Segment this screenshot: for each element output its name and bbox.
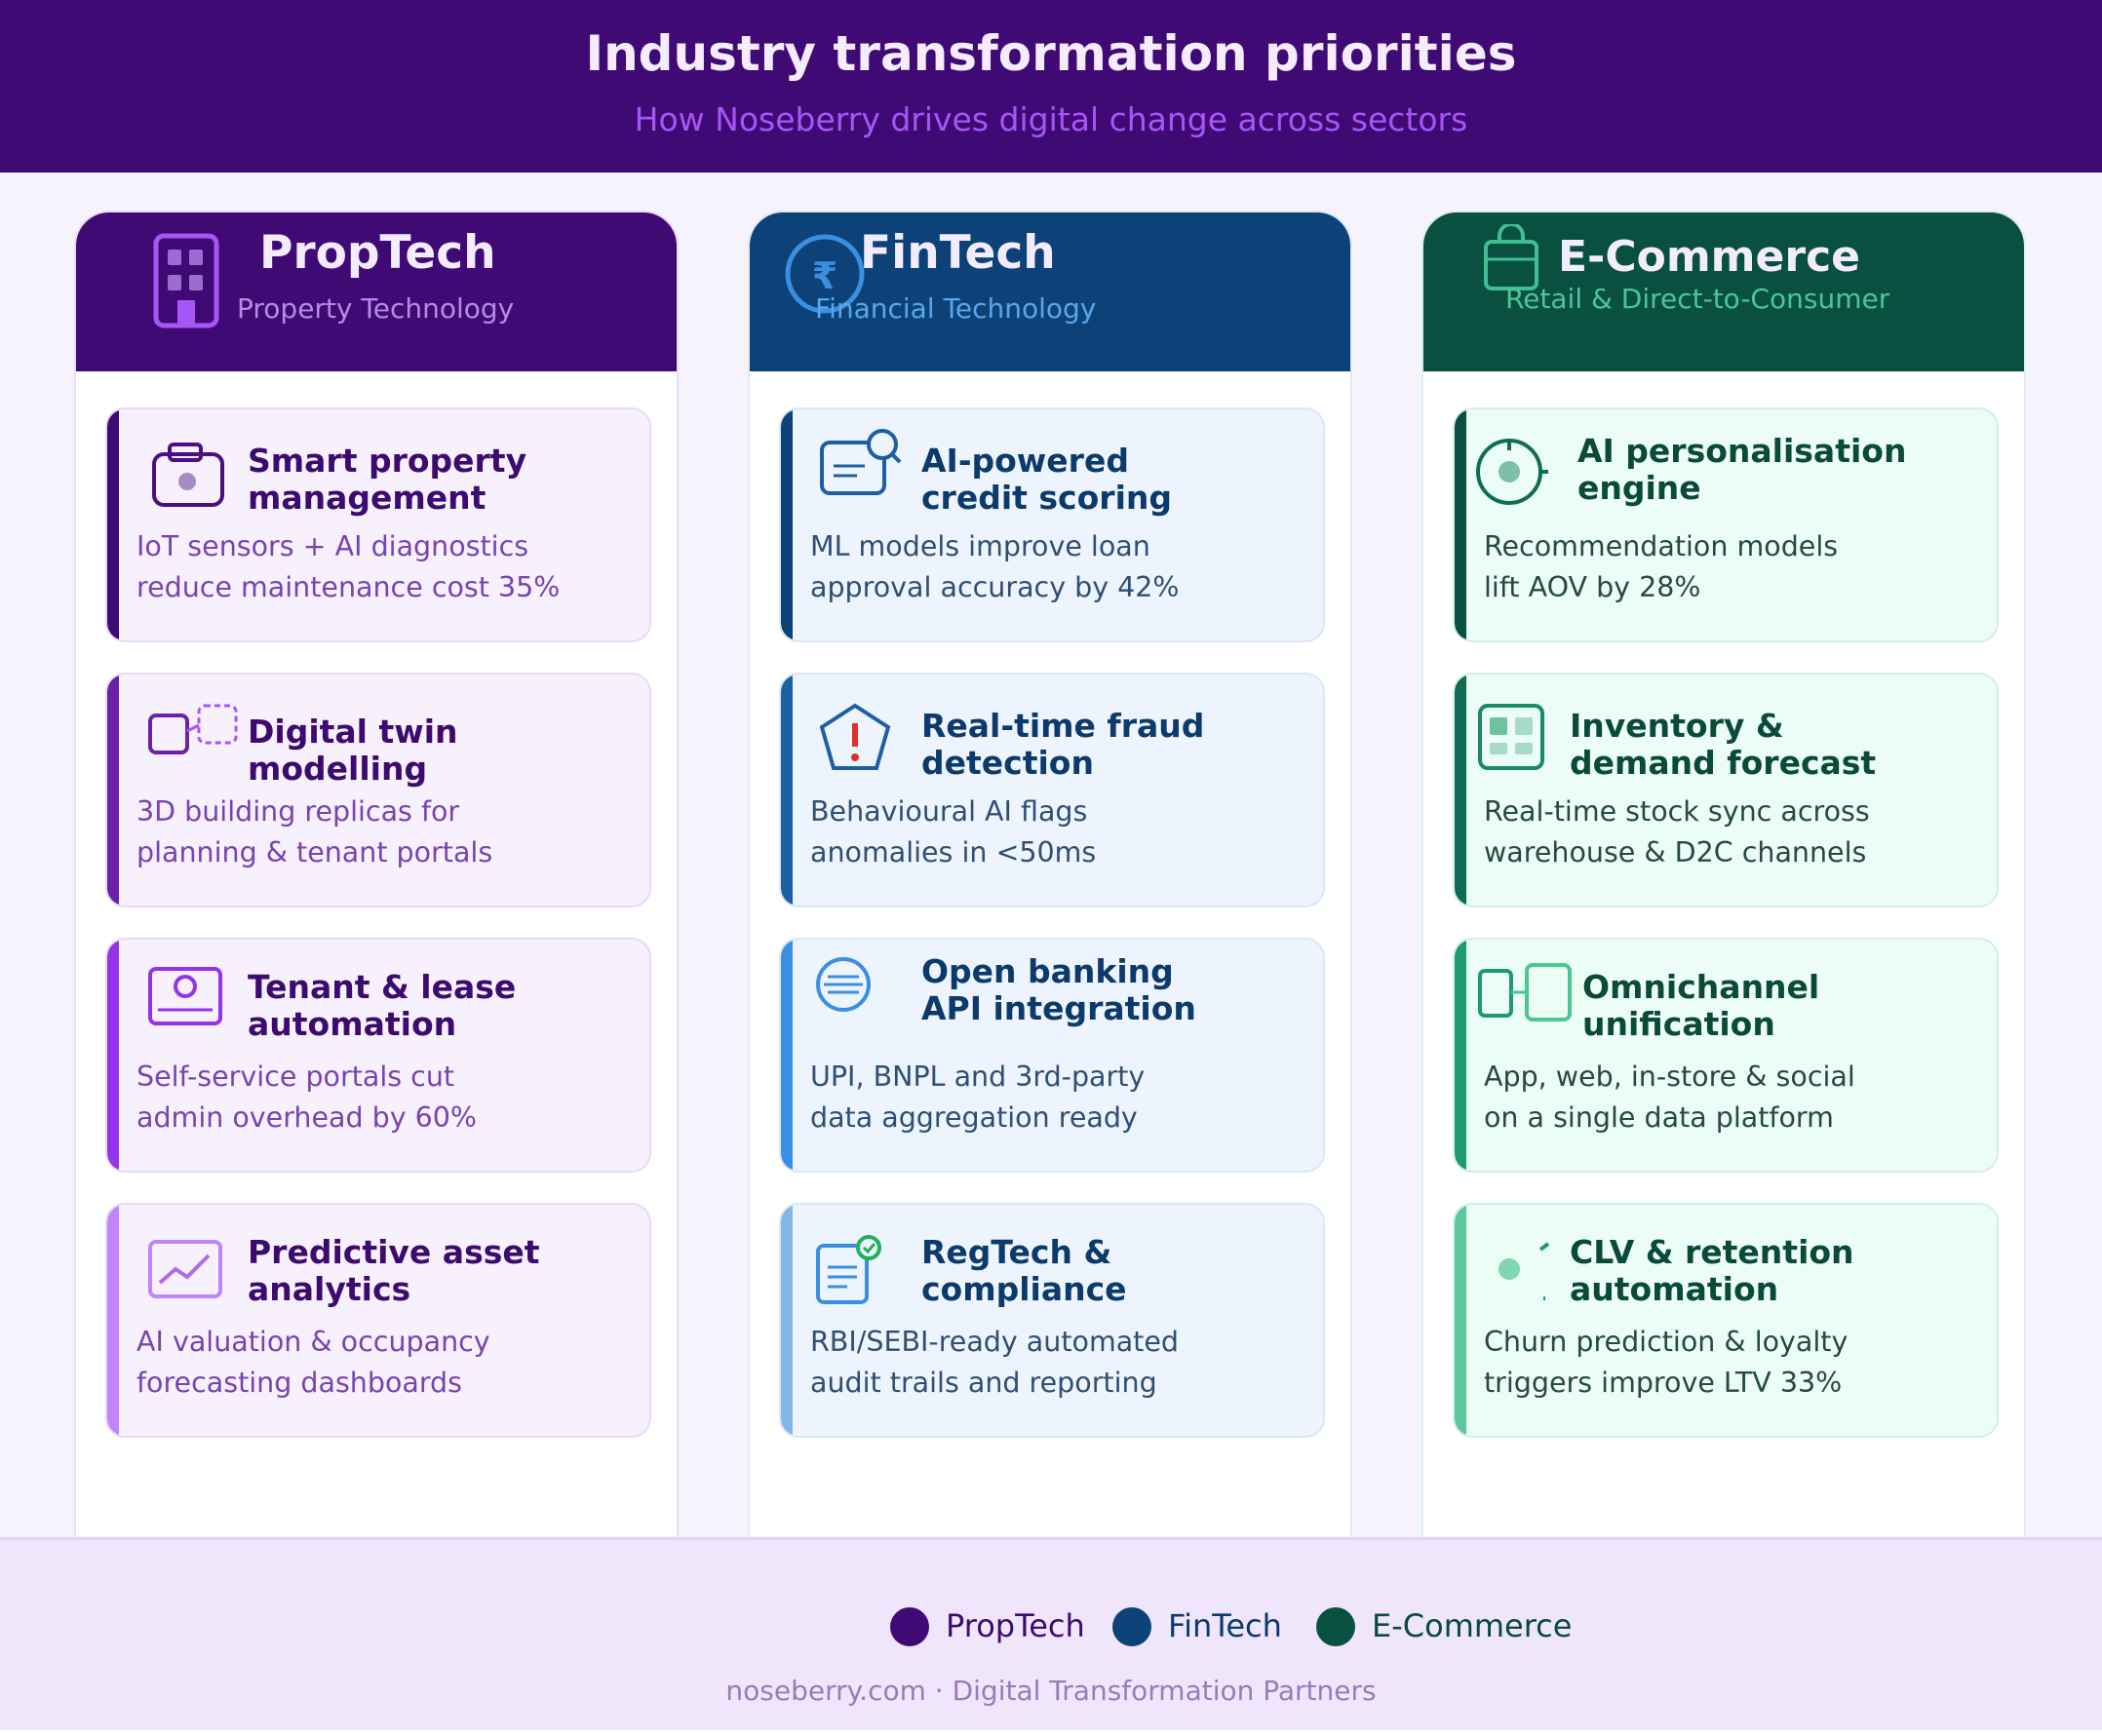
card-title: AI-powered credit scoring	[921, 442, 1172, 517]
ecommerce-column-header: E-Commerce Retail & Direct-to-Consumer	[1423, 212, 2024, 371]
ecommerce-subtitle: Retail & Direct-to-Consumer	[1505, 283, 1890, 315]
card-title: Open banking API integration	[921, 952, 1196, 1027]
trend-chart-icon	[148, 1240, 222, 1298]
compliance-doc-icon	[816, 1235, 881, 1304]
toolbox-icon	[152, 443, 224, 507]
inventory-grid-icon	[1478, 704, 1544, 770]
legend: PropTech FinTech E-Commerce	[0, 1605, 2102, 1648]
card-title: Omnichannel unification	[1582, 968, 1820, 1043]
header-banner: Industry transformation priorities How N…	[0, 0, 2102, 173]
footer-note: noseberry.com · Digital Transformation P…	[725, 1675, 1377, 1707]
card-ai-personalisation: AI personalisation engine Recommendation …	[1453, 407, 1999, 642]
card-title: Smart property management	[248, 442, 527, 517]
legend-label: E-Commerce	[1372, 1607, 1573, 1644]
digital-twin-icon	[148, 704, 238, 754]
building-icon	[153, 233, 219, 328]
alert-shield-icon	[819, 703, 891, 770]
card-title: RegTech & compliance	[921, 1233, 1127, 1308]
page-subtitle: How Noseberry drives digital change acro…	[634, 100, 1468, 138]
card-description: Recommendation models lift AOV by 28%	[1484, 530, 1839, 603]
card-predictive-asset-analytics: Predictive asset analytics AI valuation &…	[105, 1203, 651, 1438]
fintech-column-header: ₹ FinTech Financial Technology	[750, 212, 1350, 371]
card-title: Real-time fraud detection	[921, 707, 1205, 782]
card-description: ML models improve loan approval accuracy …	[810, 530, 1180, 603]
card-title: Predictive asset analytics	[248, 1233, 540, 1308]
legend-label: FinTech	[1168, 1607, 1282, 1644]
footer: PropTech FinTech E-Commerce noseberry.co…	[0, 1537, 2102, 1730]
card-search-icon	[820, 429, 902, 495]
card-title: Digital twin modelling	[248, 713, 458, 788]
card-description: App, web, in-store & social on a single d…	[1484, 1061, 1855, 1134]
card-inventory-forecast: Inventory & demand forecast Real-time sto…	[1453, 673, 1999, 907]
proptech-title: PropTech	[259, 226, 496, 280]
shopping-bag-icon	[1484, 224, 1538, 290]
legend-dot	[1316, 1607, 1355, 1646]
card-description: IoT sensors + AI diagnostics reduce maint…	[136, 530, 561, 603]
page-title: Industry transformation priorities	[585, 25, 1517, 82]
card-omnichannel: Omnichannel unification App, web, in-stor…	[1453, 938, 1999, 1173]
card-smart-property-management: Smart property management IoT sensors + A…	[105, 407, 651, 642]
fintech-subtitle: Financial Technology	[815, 292, 1097, 325]
card-fraud-detection: Real-time fraud detection Behavioural AI …	[779, 673, 1325, 907]
card-regtech-compliance: RegTech & compliance RBI/SEBI-ready autom…	[779, 1203, 1325, 1438]
retention-loop-icon	[1499, 1242, 1550, 1300]
fintech-column: ₹ FinTech Financial Technology AI-powere…	[748, 211, 1352, 1536]
proptech-subtitle: Property Technology	[237, 292, 515, 325]
card-digital-twin-modelling: Digital twin modelling 3D building replic…	[105, 673, 651, 907]
svg-text:₹: ₹	[812, 254, 837, 297]
card-description: Self-service portals cut admin overhead b…	[136, 1061, 477, 1134]
legend-dot	[1112, 1607, 1151, 1646]
card-description: RBI/SEBI-ready automated audit trails and…	[810, 1326, 1179, 1399]
target-icon	[1476, 439, 1548, 505]
tenant-card-icon	[148, 967, 222, 1025]
card-tenant-lease-automation: Tenant & lease automation Self-service po…	[105, 938, 651, 1173]
card-description: Real-time stock sync across warehouse & D…	[1484, 795, 1870, 868]
card-ai-credit-scoring: AI-powered credit scoring ML models impro…	[779, 407, 1325, 642]
card-open-banking-api: Open banking API integration UPI, BNPL an…	[779, 938, 1325, 1173]
card-description: Behavioural AI flags anomalies in <50ms	[810, 795, 1097, 868]
bank-api-icon	[816, 957, 871, 1012]
card-description: AI valuation & occupancy forecasting dash…	[136, 1326, 490, 1399]
card-clv-retention: CLV & retention automation Churn predicti…	[1453, 1203, 1999, 1438]
card-description: UPI, BNPL and 3rd-party data aggregation …	[810, 1061, 1146, 1134]
omnichannel-icon	[1478, 963, 1572, 1022]
legend-label: PropTech	[946, 1607, 1085, 1644]
proptech-column: PropTech Property Technology Smart prope…	[74, 211, 679, 1536]
ecommerce-title: E-Commerce	[1558, 232, 1860, 282]
card-title: Tenant & lease automation	[248, 968, 517, 1043]
legend-dot	[890, 1607, 929, 1646]
fintech-title: FinTech	[860, 226, 1056, 280]
card-description: Churn prediction & loyalty triggers impro…	[1484, 1326, 1849, 1399]
card-title: CLV & retention automation	[1570, 1233, 1854, 1308]
ecommerce-column: E-Commerce Retail & Direct-to-Consumer A…	[1421, 211, 2026, 1536]
proptech-column-header: PropTech Property Technology	[76, 212, 677, 371]
card-title: Inventory & demand forecast	[1570, 707, 1877, 782]
rupee-coin-icon: ₹	[785, 234, 865, 314]
card-description: 3D building replicas for planning & tenan…	[136, 795, 493, 868]
card-title: AI personalisation engine	[1577, 432, 1907, 507]
